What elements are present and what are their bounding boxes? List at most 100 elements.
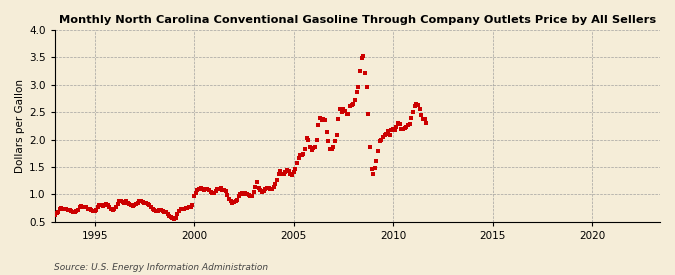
Point (92, 205, 103, 210)
Point (172, 212, 183, 216)
Point (232, 198, 242, 202)
Point (310, 144, 321, 149)
Point (57, 206, 68, 211)
Point (64, 208, 75, 212)
Point (320, 118, 331, 122)
Point (303, 138, 314, 142)
Point (246, 194, 257, 198)
Point (348, 102, 358, 107)
Point (157, 208, 168, 213)
Point (281, 167, 292, 172)
Point (180, 206, 191, 210)
Point (253, 186, 264, 190)
Point (54, 207, 65, 211)
Point (417, 117, 428, 122)
Point (82, 206, 93, 211)
Point (386, 128, 397, 133)
Point (99, 203, 110, 207)
Point (76, 204, 86, 208)
Point (288, 170, 299, 174)
Point (194, 187, 205, 191)
Point (235, 192, 246, 196)
Point (107, 207, 118, 212)
Point (140, 200, 151, 205)
Point (144, 203, 155, 207)
Point (84, 207, 95, 211)
Point (91, 207, 102, 212)
Point (275, 169, 286, 174)
Point (164, 213, 175, 218)
Point (61, 207, 72, 211)
Point (79, 205, 90, 210)
Point (378, 134, 389, 139)
Point (234, 194, 244, 198)
Point (86, 208, 97, 212)
Point (112, 202, 123, 207)
Point (292, 161, 302, 165)
Point (387, 126, 398, 131)
Point (173, 208, 184, 213)
Point (132, 201, 143, 205)
Point (134, 199, 144, 204)
Point (162, 212, 173, 216)
Point (213, 187, 224, 191)
Point (161, 210, 171, 214)
Point (89, 208, 100, 213)
Point (356, 56, 367, 60)
Point (220, 189, 231, 193)
Point (255, 188, 266, 192)
Point (333, 117, 344, 121)
Point (273, 171, 284, 176)
Point (104, 205, 115, 209)
Point (295, 153, 306, 158)
Point (225, 199, 236, 204)
Point (74, 205, 85, 210)
Y-axis label: Dollars per Gallon: Dollars per Gallon (15, 79, 25, 173)
Point (139, 200, 150, 205)
Point (296, 153, 307, 157)
Point (265, 187, 276, 192)
Point (230, 199, 241, 204)
Point (189, 194, 200, 198)
Point (416, 113, 427, 117)
Point (149, 208, 160, 212)
Point (389, 128, 400, 132)
Point (362, 112, 373, 116)
Point (121, 199, 132, 204)
Point (248, 190, 259, 194)
Point (399, 126, 410, 130)
Point (376, 138, 387, 142)
Point (68, 210, 78, 214)
Point (325, 147, 335, 151)
Point (171, 216, 182, 220)
Point (237, 191, 248, 196)
Point (94, 203, 105, 207)
Point (72, 207, 83, 212)
Point (250, 185, 261, 189)
Point (383, 129, 394, 134)
Point (336, 109, 347, 114)
Point (252, 180, 263, 185)
Point (111, 205, 122, 209)
Point (103, 203, 113, 207)
Point (179, 206, 190, 211)
Point (311, 138, 322, 142)
Point (245, 194, 256, 198)
Point (242, 192, 252, 196)
Point (195, 186, 206, 191)
Point (186, 205, 196, 209)
Point (114, 199, 125, 204)
Point (411, 102, 422, 106)
Point (81, 205, 92, 210)
Point (137, 200, 148, 204)
Point (177, 206, 188, 211)
Point (302, 136, 313, 141)
Point (305, 145, 316, 149)
Point (313, 123, 324, 128)
Point (187, 203, 198, 207)
Point (342, 112, 352, 117)
Point (192, 188, 202, 192)
Point (391, 125, 402, 130)
Point (244, 193, 254, 197)
Point (128, 204, 138, 208)
